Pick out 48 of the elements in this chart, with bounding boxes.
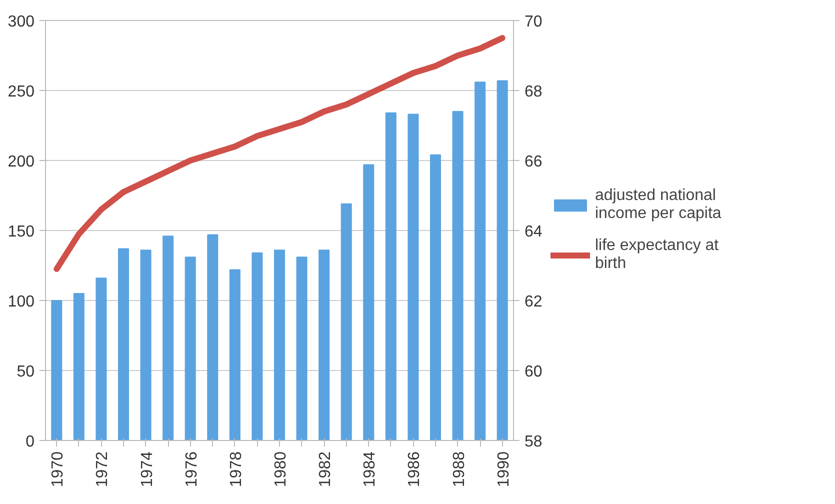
bar <box>474 82 486 440</box>
y-tick-label: 50 <box>16 364 35 380</box>
x-tick-label: 1978 <box>228 451 245 488</box>
legend-label: adjusted national income per capita <box>595 187 722 223</box>
bar <box>96 278 107 440</box>
x-tick-label: 1980 <box>272 451 290 488</box>
bar <box>274 250 286 440</box>
x-tick-label: 1990 <box>495 451 512 488</box>
x-tick-label: 1976 <box>183 451 200 488</box>
y2-tick-label: 70 <box>524 14 542 30</box>
bar <box>318 250 330 440</box>
bar <box>252 252 263 440</box>
bar <box>296 256 308 440</box>
x-tick-label: 1972 <box>94 451 112 488</box>
y-tick-label: 300 <box>8 14 35 30</box>
x-tick-label: 1986 <box>406 451 424 488</box>
y-tick-label: 0 <box>26 434 35 450</box>
x-tick-label: 1970 <box>50 451 67 488</box>
bar <box>51 300 62 440</box>
y2-tick-label: 68 <box>524 84 542 100</box>
legend-label: life expectancy at birth <box>595 237 719 273</box>
bar <box>385 112 396 440</box>
y-tick-label: 100 <box>8 294 35 310</box>
bar <box>430 154 442 440</box>
bar <box>340 203 352 440</box>
y2-tick-label: 64 <box>524 224 542 240</box>
y-tick-label: 250 <box>8 84 35 100</box>
bar <box>452 111 464 440</box>
bar <box>408 114 419 440</box>
x-tick-label: 1988 <box>450 451 468 488</box>
x-tick-label: 1984 <box>362 451 379 488</box>
bar <box>496 80 508 440</box>
bar <box>162 236 174 440</box>
x-tick-label: 1974 <box>138 451 156 488</box>
y2-tick-label: 62 <box>524 294 542 310</box>
y2-tick-label: 60 <box>524 364 542 380</box>
bar <box>363 164 374 440</box>
x-tick-label: 1982 <box>317 451 334 488</box>
bar <box>73 293 84 440</box>
y2-tick-label: 58 <box>524 434 542 450</box>
bar <box>184 256 196 440</box>
bar <box>118 248 130 440</box>
y-tick-label: 150 <box>8 224 35 240</box>
bar <box>140 250 152 440</box>
bar <box>229 269 240 440</box>
y2-tick-label: 66 <box>524 154 542 170</box>
y-tick-label: 200 <box>8 154 35 170</box>
bar <box>207 234 218 440</box>
